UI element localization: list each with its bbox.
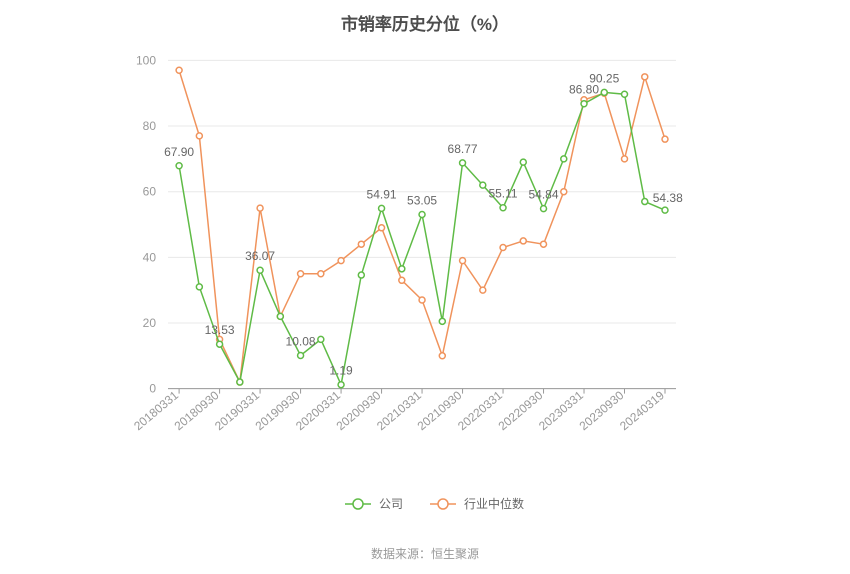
svg-text:36.07: 36.07	[245, 249, 275, 263]
svg-text:54.91: 54.91	[367, 187, 397, 201]
svg-text:公司: 公司	[379, 497, 403, 511]
svg-text:60: 60	[143, 185, 157, 199]
svg-text:68.77: 68.77	[448, 142, 478, 156]
svg-text:1.19: 1.19	[329, 364, 353, 378]
svg-text:100: 100	[136, 53, 156, 67]
svg-text:10.08: 10.08	[286, 335, 316, 349]
svg-text:54.84: 54.84	[529, 188, 559, 202]
svg-text:0: 0	[149, 382, 156, 396]
svg-text:20: 20	[143, 316, 157, 330]
svg-text:13.53: 13.53	[205, 323, 235, 337]
svg-text:行业中位数: 行业中位数	[464, 496, 524, 511]
svg-text:67.90: 67.90	[164, 145, 194, 159]
svg-text:55.11: 55.11	[488, 187, 517, 201]
svg-text:80: 80	[143, 119, 157, 133]
svg-text:53.05: 53.05	[407, 194, 437, 208]
svg-text:40: 40	[143, 250, 157, 264]
svg-text:20240319: 20240319	[617, 388, 667, 433]
svg-text:54.38: 54.38	[653, 191, 683, 205]
svg-text:90.25: 90.25	[589, 71, 619, 85]
